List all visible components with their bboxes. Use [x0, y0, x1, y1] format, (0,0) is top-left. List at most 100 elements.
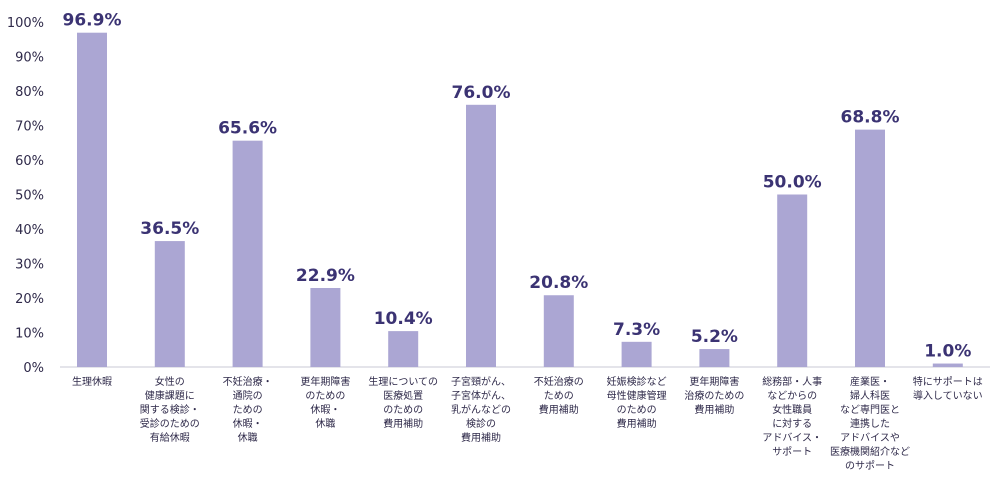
category-label: 子宮頸がん、子宮体がん、乳がんなどの検診の費用補助: [451, 375, 511, 444]
category-label-line: 生理休暇: [72, 375, 112, 388]
category-label: 不妊治療のための費用補助: [534, 375, 584, 416]
y-tick-label: 20%: [15, 292, 44, 307]
category-label-line: 費用補助: [694, 403, 734, 416]
category-label-line: 女性の: [155, 375, 185, 388]
value-label: 10.4%: [374, 309, 433, 329]
category-label-line: 関する検診・: [140, 403, 200, 416]
category-label-line: などからの: [767, 390, 817, 402]
category-label-line: 受診のための: [140, 417, 200, 430]
y-tick-label: 0%: [23, 361, 44, 376]
category-label-line: など専門医と: [840, 404, 900, 416]
bar: [777, 194, 808, 367]
category-label-line: 不妊治療・: [223, 375, 273, 388]
value-label: 65.6%: [218, 119, 277, 139]
category-label: 総務部・人事などからの女性職員に対するアドバイス・サポート: [762, 375, 822, 458]
bar: [855, 129, 885, 367]
value-labels: 96.9% 36.5% 65.6% 22.9% 10.4% 76.0% 20.8% 7.3% 5…: [63, 11, 972, 362]
category-label-line: 特にサポートは: [913, 376, 983, 388]
category-label: 妊娠検診など母性健康管理のための費用補助: [607, 375, 667, 430]
category-label-line: 乳がんなどの: [451, 403, 511, 416]
value-label: 22.9%: [296, 266, 355, 286]
category-label-line: 導入していない: [913, 389, 983, 402]
y-tick-label: 90%: [15, 51, 44, 66]
bar: [388, 331, 419, 367]
y-tick-label: 40%: [15, 223, 44, 238]
category-label-line: アドバイスや: [840, 432, 900, 444]
category-label: 生理についての医療処置のための費用補助: [368, 375, 438, 430]
category-label-line: 有給休暇: [150, 431, 190, 444]
category-label: 特にサポートは導入していない: [913, 376, 983, 402]
value-label: 5.2%: [691, 327, 738, 347]
category-label: 生理休暇: [72, 375, 112, 388]
bar: [543, 295, 574, 367]
category-label-line: のための: [617, 404, 657, 416]
category-label-line: のサポート: [845, 460, 895, 472]
category-label-line: 母性健康管理: [607, 389, 667, 402]
category-label-line: 費用補助: [617, 417, 657, 430]
category-label-line: 検診の: [466, 417, 496, 430]
category-label-line: 産業医・: [850, 375, 890, 388]
category-label: 更年期障害治療のための費用補助: [684, 375, 744, 416]
category-label-line: 子宮体がん、: [451, 389, 511, 402]
category-label-line: 生理についての: [368, 375, 438, 388]
category-label-line: 費用補助: [383, 417, 423, 430]
category-label-line: 妊娠検診など: [607, 375, 667, 388]
bar: [154, 241, 185, 367]
y-tick-label: 50%: [15, 189, 44, 204]
category-label-line: 医療処置: [383, 389, 423, 402]
category-label-line: アドバイス・: [762, 432, 822, 444]
y-tick-label: 10%: [15, 327, 44, 342]
category-label: 更年期障害のための休暇・休職: [300, 375, 350, 430]
value-label: 20.8%: [529, 273, 588, 293]
value-label: 36.5%: [140, 219, 199, 239]
category-label-line: 医療機関紹介など: [830, 445, 910, 458]
bar: [466, 104, 496, 368]
bar: [699, 349, 730, 367]
bar: [932, 363, 963, 367]
category-label: 産業医・婦人科医など専門医と連携したアドバイスや医療機関紹介などのサポート: [830, 375, 910, 472]
category-label-line: ための: [544, 390, 574, 402]
bar: [621, 341, 652, 367]
category-label-line: 不妊治療の: [534, 375, 584, 388]
category-label-line: 子宮頸がん、: [451, 375, 511, 388]
category-label-line: に対する: [772, 417, 812, 430]
y-tick-label: 30%: [15, 258, 44, 273]
category-label-line: 健康課題に: [145, 389, 195, 402]
category-label-line: 費用補助: [539, 403, 579, 416]
value-label: 76.0%: [452, 83, 511, 103]
category-label-line: 連携した: [850, 417, 890, 430]
category-label-line: 休暇・: [310, 404, 340, 416]
category-label-line: 更年期障害: [689, 375, 739, 388]
category-label-line: 婦人科医: [850, 389, 890, 402]
category-label-line: 休暇・: [233, 418, 263, 430]
category-label: 女性の健康課題に関する検診・受診のための有給休暇: [140, 375, 200, 444]
category-label-line: 費用補助: [461, 431, 501, 444]
category-label-line: ための: [233, 404, 263, 416]
category-label-line: のための: [383, 404, 423, 416]
category-label: 不妊治療・通院のための休暇・休職: [223, 375, 273, 444]
y-tick-label: 70%: [15, 120, 44, 135]
bars: [77, 32, 963, 368]
bar: [310, 287, 341, 367]
category-label-line: 通院の: [233, 389, 263, 402]
y-axis-ticks: 0% 10% 20% 30% 40% 50% 60% 70% 80% 90% 100%: [7, 16, 44, 376]
y-tick-label: 80%: [15, 85, 44, 100]
bar: [77, 32, 107, 367]
category-label-line: 休職: [238, 432, 258, 444]
bar: [232, 140, 263, 367]
value-label: 50.0%: [763, 173, 822, 193]
category-label-line: のための: [305, 390, 345, 402]
category-label-line: 治療のための: [684, 389, 744, 402]
category-label-line: 総務部・人事: [762, 375, 822, 388]
value-label: 96.9%: [63, 11, 122, 31]
y-tick-label: 60%: [15, 154, 44, 169]
category-label-line: 更年期障害: [300, 375, 350, 388]
value-label: 68.8%: [841, 108, 900, 128]
category-label-line: 女性職員: [772, 403, 812, 416]
y-tick-label: 100%: [7, 16, 44, 31]
value-label: 7.3%: [613, 320, 660, 340]
category-label-line: 休職: [315, 418, 335, 430]
value-label: 1.0%: [924, 342, 971, 362]
category-label-line: サポート: [772, 446, 812, 458]
